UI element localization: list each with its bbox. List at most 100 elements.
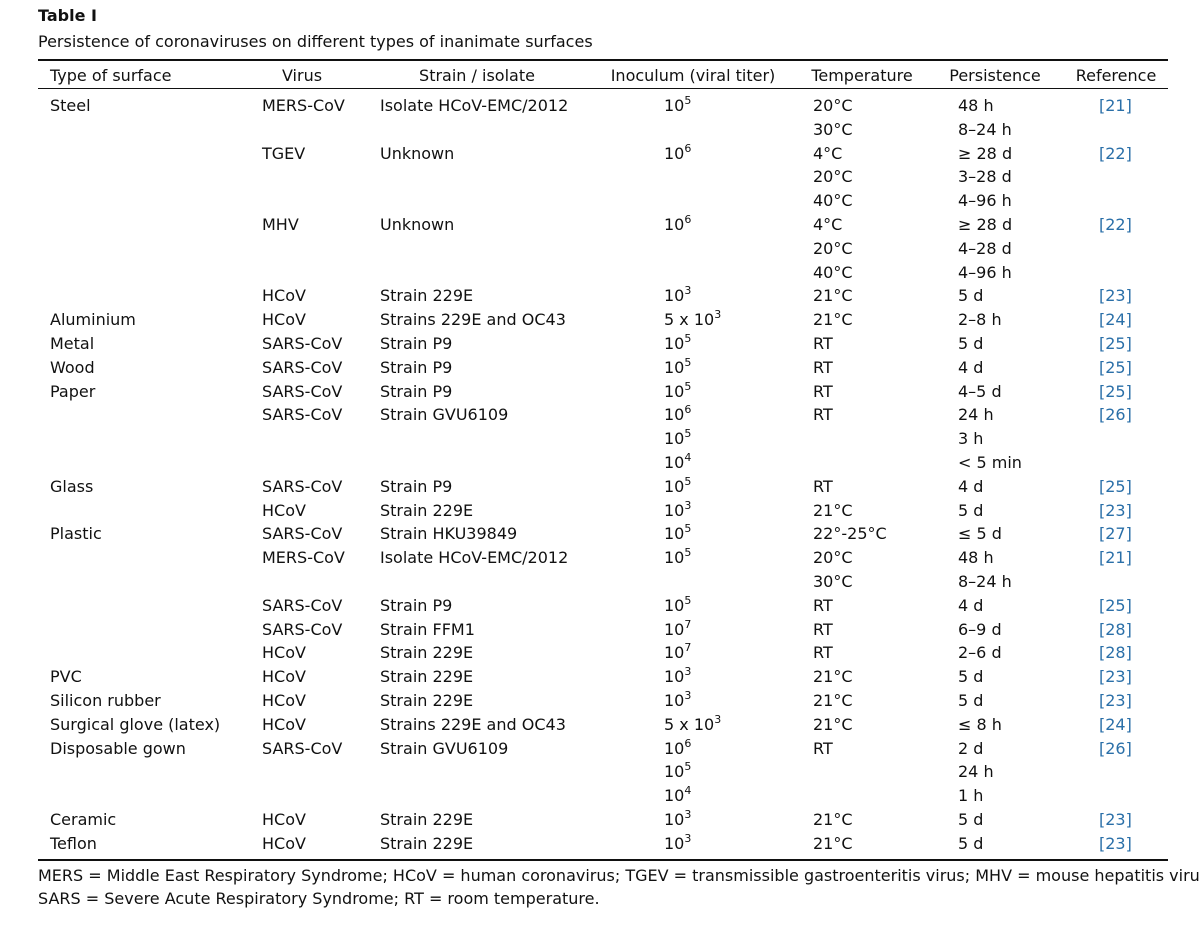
temperature-cell: 40°C <box>813 191 853 211</box>
virus-cell: HCoV <box>262 310 306 330</box>
bottom-rule <box>38 859 1168 861</box>
persistence-cell: 2–6 d <box>958 643 1002 663</box>
reference-cell: [23] <box>1099 667 1132 687</box>
inoculum-exponent: 3 <box>684 808 692 821</box>
temperature-cell: 21°C <box>813 714 853 734</box>
inoculum-cell: 105 <box>664 95 691 116</box>
inoculum-cell: 103 <box>664 285 691 306</box>
inoculum-cell: 107 <box>664 642 691 663</box>
temperature-cell: 22°-25°C <box>813 524 887 544</box>
inoculum-base: 10 <box>664 762 685 782</box>
inoculum-exponent: 5 <box>684 332 692 345</box>
inoculum-exponent: 3 <box>684 665 692 679</box>
persistence-cell: 5 d <box>958 691 984 710</box>
surface-cell: Surgical glove (latex) <box>50 714 221 734</box>
reference-cell: [23] <box>1099 810 1132 829</box>
strain-cell: Strain 229E <box>380 500 474 520</box>
strain-cell: Strain P9 <box>380 334 453 353</box>
surface-cell: Wood <box>50 357 95 377</box>
temperature-cell: RT <box>813 405 833 425</box>
footnote-line: MERS = Middle East Respiratory Syndrome;… <box>38 866 1200 885</box>
inoculum-base: 10 <box>664 738 685 758</box>
inoculum-cell: 105 <box>664 427 692 449</box>
strain-cell: Strain P9 <box>380 381 453 401</box>
inoculum-cell: 104 <box>664 784 692 806</box>
persistence-cell: 3–28 d <box>958 167 1012 187</box>
surface-cell: Glass <box>50 476 94 496</box>
strain-cell: Strain HKU39849 <box>380 524 518 544</box>
temperature-cell: RT <box>813 476 833 496</box>
reference-cell: [21] <box>1099 548 1132 568</box>
virus-cell: MERS-CoV <box>262 96 345 115</box>
inoculum-base: 10 <box>664 786 685 806</box>
reference-cell: [25] <box>1099 476 1132 496</box>
inoculum-base: 10 <box>664 810 685 829</box>
inoculum-base: 10 <box>664 334 685 353</box>
reference-cell: [24] <box>1099 714 1132 734</box>
surface-cell: Disposable gown <box>50 738 186 758</box>
inoculum-cell: 106 <box>664 404 691 425</box>
inoculum-cell: 105 <box>664 546 692 568</box>
reference-cell: [28] <box>1099 619 1132 639</box>
reference-cell: [25] <box>1099 381 1132 401</box>
persistence-cell: 48 h <box>958 548 994 568</box>
temperature-cell: 21°C <box>813 691 853 710</box>
strain-cell: Strain GVU6109 <box>380 738 509 758</box>
strain-cell: Unknown <box>380 143 455 163</box>
temperature-cell: RT <box>813 738 833 758</box>
temperature-cell: RT <box>813 357 833 377</box>
inoculum-base: 10 <box>664 357 685 377</box>
temperature-cell: 4°C <box>813 215 843 234</box>
strain-cell: Strain FFM1 <box>380 619 475 639</box>
inoculum-base: 10 <box>664 595 685 615</box>
inoculum-base: 10 <box>664 548 685 568</box>
inoculum-cell: 5 x 103 <box>664 714 721 735</box>
persistence-cell: 8–24 h <box>958 119 1012 139</box>
inoculum-exponent: 4 <box>684 784 692 798</box>
inoculum-cell: 105 <box>664 522 692 544</box>
inoculum-cell: 105 <box>664 474 692 497</box>
persistence-cell: 8–24 h <box>958 572 1012 591</box>
persistence-cell: 5 d <box>958 500 984 520</box>
persistence-cell: 5 d <box>958 334 984 353</box>
strain-cell: Isolate HCoV-EMC/2012 <box>380 548 569 568</box>
reference-cell: [27] <box>1099 524 1132 544</box>
inoculum-exponent: 3 <box>684 689 692 702</box>
column-header: Reference <box>1075 66 1157 85</box>
temperature-cell: 20°C <box>813 96 853 115</box>
persistence-cell: ≥ 28 d <box>958 143 1013 163</box>
surface-cell: Silicon rubber <box>50 691 161 710</box>
inoculum-cell: 103 <box>664 833 691 854</box>
persistence-cell: 1 h <box>958 786 984 806</box>
surface-cell: Plastic <box>50 524 102 544</box>
virus-cell: SARS-CoV <box>262 334 343 353</box>
inoculum-base: 10 <box>664 476 685 496</box>
persistence-cell: ≤ 5 d <box>958 524 1002 544</box>
virus-cell: HCoV <box>262 500 306 520</box>
reference-cell: [26] <box>1099 405 1132 425</box>
column-header: Virus <box>281 66 323 85</box>
temperature-cell: 21°C <box>813 500 853 520</box>
inoculum-cell: 106 <box>664 143 691 164</box>
inoculum-exponent: 5 <box>684 522 692 536</box>
reference-cell: [22] <box>1099 143 1132 163</box>
virus-cell: HCoV <box>262 643 306 663</box>
inoculum-exponent: 5 <box>684 546 692 560</box>
persistence-cell: 3 h <box>958 429 984 449</box>
inoculum-exponent: 5 <box>684 760 692 774</box>
persistence-cell: 2 d <box>958 738 984 758</box>
inoculum-base: 10 <box>664 453 685 472</box>
inoculum-exponent: 5 <box>684 474 692 488</box>
strain-cell: Strain GVU6109 <box>380 405 509 425</box>
strain-cell: Strain P9 <box>380 595 453 615</box>
inoculum-base: 10 <box>664 286 685 306</box>
inoculum-cell: 106 <box>664 214 691 235</box>
reference-cell: [21] <box>1099 96 1132 115</box>
virus-cell: SARS-CoV <box>262 524 343 544</box>
temperature-cell: RT <box>813 381 833 401</box>
inoculum-exponent: 5 <box>684 427 692 441</box>
temperature-cell: RT <box>813 643 833 663</box>
persistence-cell: 5 d <box>958 286 984 306</box>
surface-cell: Aluminium <box>50 310 136 330</box>
